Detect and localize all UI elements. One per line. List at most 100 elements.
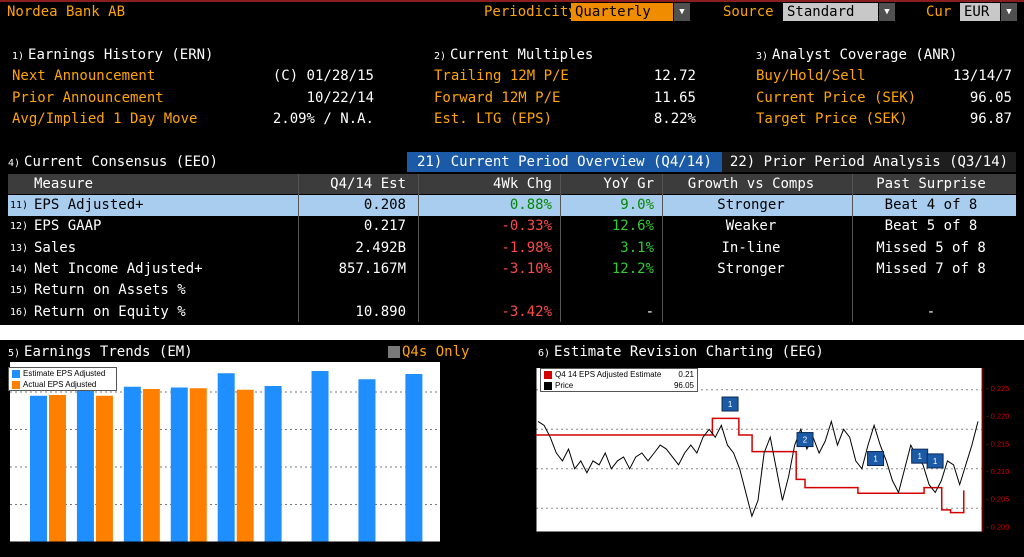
left-tick-label: 95 <box>523 425 532 434</box>
currency-dropdown-arrow-icon[interactable]: ▼ <box>1001 3 1017 21</box>
row-estimate: 10.890 <box>355 303 406 320</box>
estimate-bar <box>405 374 423 542</box>
table-row[interactable]: 14) Net Income Adjusted+ 857.167M -3.10% 12.… <box>8 259 1016 280</box>
row-yoy-growth: 12.2% <box>611 260 654 277</box>
estimate-revision-chart: 85 90 95 100 - 0.200 - 0.205 - 0.210 - 0.215 - 0… <box>519 368 1009 554</box>
actual-bar <box>49 395 66 542</box>
col-chg-header[interactable]: 4Wk Chg <box>492 176 552 192</box>
earnings-trends-chart: • 0.05 • 0.10 • 0.15 • 0.20 Q3 13 Q4 13 Q1 14 Q… <box>10 362 479 554</box>
row-past-surprise: Missed 7 of 8 <box>876 260 986 277</box>
x-tick-label: Q1 14 <box>130 545 152 554</box>
estimate-bar <box>264 386 282 542</box>
x-tick-label: Jul <box>544 535 554 544</box>
column-divider <box>852 174 853 322</box>
x-tick-label: Q2 15 <box>365 545 387 554</box>
row-number: 11) <box>10 200 29 211</box>
x-tick-label: Aug <box>611 535 625 544</box>
x-year-label: 2014 <box>735 545 753 554</box>
actual-swatch <box>12 380 20 389</box>
tab-current-period[interactable]: 21) Current Period Overview (Q4/14) <box>407 152 722 172</box>
col-comps-header[interactable]: Growth vs Comps <box>687 176 815 192</box>
row-growth-vs-comps: Stronger <box>717 197 785 213</box>
row-past-surprise: - <box>926 303 936 320</box>
row-number: 16) <box>10 306 29 318</box>
est-ltg-label: Est. LTG (EPS) <box>434 111 553 127</box>
right-tick-label: - 0.210 <box>986 467 1009 476</box>
tab-prior-period[interactable]: 22) Prior Period Analysis (Q3/14) <box>722 152 1016 172</box>
x-tick-label: Q3 14 <box>224 545 246 554</box>
row-estimate: 0.217 <box>363 218 406 235</box>
earnings-trends-legend: Estimate EPS Adjusted Actual EPS Adjuste… <box>8 367 117 391</box>
table-row[interactable]: 15) Return on Assets % <box>8 280 1016 301</box>
current-price-value: 96.05 <box>969 90 1012 106</box>
revision-marker-label: 1 <box>728 400 733 409</box>
q4s-only-checkbox[interactable] <box>388 346 400 358</box>
est-ltg-value: 8.22% <box>653 111 696 127</box>
trailing-pe-label: Trailing 12M P/E <box>434 68 569 84</box>
top-accent-line <box>0 0 1024 2</box>
table-row[interactable]: 13) Sales 2.492B -1.98% 3.1% In-line Missed 5 … <box>8 238 1016 259</box>
right-tick-label: - 0.215 <box>986 439 1009 448</box>
currency-dropdown[interactable]: EUR <box>960 3 1000 21</box>
column-divider <box>662 174 663 322</box>
source-dropdown-arrow-icon[interactable]: ▼ <box>879 3 895 21</box>
estimate-bar <box>217 373 235 542</box>
row-measure: Return on Assets % <box>34 282 186 299</box>
row-yoy-growth: 9.0% <box>620 197 654 213</box>
column-divider <box>560 174 561 322</box>
row-estimate: 857.167M <box>338 260 406 277</box>
revision-marker-label: 1 <box>873 455 878 464</box>
estimate-revision-legend: Q4 14 EPS Adjusted Estimate 0.21 Price 96.… <box>540 368 698 392</box>
estimate-swatch <box>12 369 20 378</box>
table-row[interactable]: 16) Return on Equity % 10.890 -3.42% - - <box>8 302 1016 323</box>
col-est-header[interactable]: Q4/14 Est <box>330 176 406 192</box>
row-measure: EPS Adjusted+ <box>34 197 144 213</box>
forward-pe-value: 11.65 <box>653 90 696 106</box>
row-past-surprise: Beat 4 of 8 <box>884 197 978 213</box>
legend-estimate-label: Estimate EPS Adjusted <box>23 369 106 378</box>
consensus-title[interactable]: 4) Current Consensus (EEO) <box>8 154 218 170</box>
right-tick-label: - 0.220 <box>986 412 1009 421</box>
current-multiples-title[interactable]: 2) Current Multiples <box>434 47 594 63</box>
estimate-bar <box>76 380 94 542</box>
right-tick-label: - 0.200 <box>986 522 1009 531</box>
source-label: Source <box>723 4 774 20</box>
target-price-value: 96.87 <box>969 111 1012 127</box>
table-row[interactable]: 11) EPS Adjusted+ 0.208 0.88% 9.0% Stronger Be… <box>8 195 1016 216</box>
row-past-surprise: Beat 5 of 8 <box>884 218 978 235</box>
source-dropdown[interactable]: Standard <box>783 3 878 21</box>
table-row[interactable]: 12) EPS GAAP 0.217 -0.33% 12.6% Weaker Beat 5 … <box>8 216 1016 237</box>
col-surprise-header[interactable]: Past Surprise <box>876 176 986 192</box>
col-measure-header[interactable]: Measure <box>34 176 94 192</box>
q4s-only-label[interactable]: Q4s Only <box>402 344 470 360</box>
analyst-coverage-title[interactable]: 3) Analyst Coverage (ANR) <box>756 47 958 63</box>
y-tick-label: • 0.10 <box>458 463 479 472</box>
x-tick-label: Q4 13 <box>83 545 105 554</box>
periodicity-dropdown[interactable]: Quarterly <box>571 3 673 21</box>
actual-bar <box>95 395 113 542</box>
x-tick-label: Q2 14 <box>177 545 199 554</box>
x-tick-label: Q3 15 <box>411 545 433 554</box>
revision-marker-label: 2 <box>803 436 808 445</box>
forward-pe-label: Forward 12M P/E <box>434 90 561 106</box>
plot-area <box>536 368 982 532</box>
row-4wk-change: -3.42% <box>501 303 552 320</box>
row-growth-vs-comps: Stronger <box>717 260 785 277</box>
est-line-swatch <box>544 370 552 379</box>
row-growth-vs-comps: Weaker <box>725 218 777 235</box>
periodicity-dropdown-arrow-icon[interactable]: ▼ <box>674 3 690 21</box>
col-yoy-header[interactable]: YoY Gr <box>603 176 654 192</box>
right-tick-label: - 0.205 <box>986 495 1009 504</box>
summary-panel <box>0 25 1024 150</box>
prior-announcement-value: 10/22/14 <box>306 90 374 106</box>
prior-announcement-label: Prior Announcement <box>12 90 164 106</box>
row-measure: Sales <box>34 239 77 256</box>
revision-marker-label: 1 <box>933 457 938 466</box>
price-line-swatch <box>544 381 552 390</box>
estimate-revision-title[interactable]: 6) Estimate Revision Charting (EEG) <box>538 344 824 360</box>
y-tick-label: • 0.15 <box>458 426 479 435</box>
earnings-trends-title[interactable]: 5) Earnings Trends (EM) <box>8 344 193 360</box>
earnings-history-title[interactable]: 1) Earnings History (ERN) <box>12 47 214 63</box>
next-announcement-label: Next Announcement <box>12 68 156 84</box>
left-tick-label: 85 <box>523 504 532 513</box>
